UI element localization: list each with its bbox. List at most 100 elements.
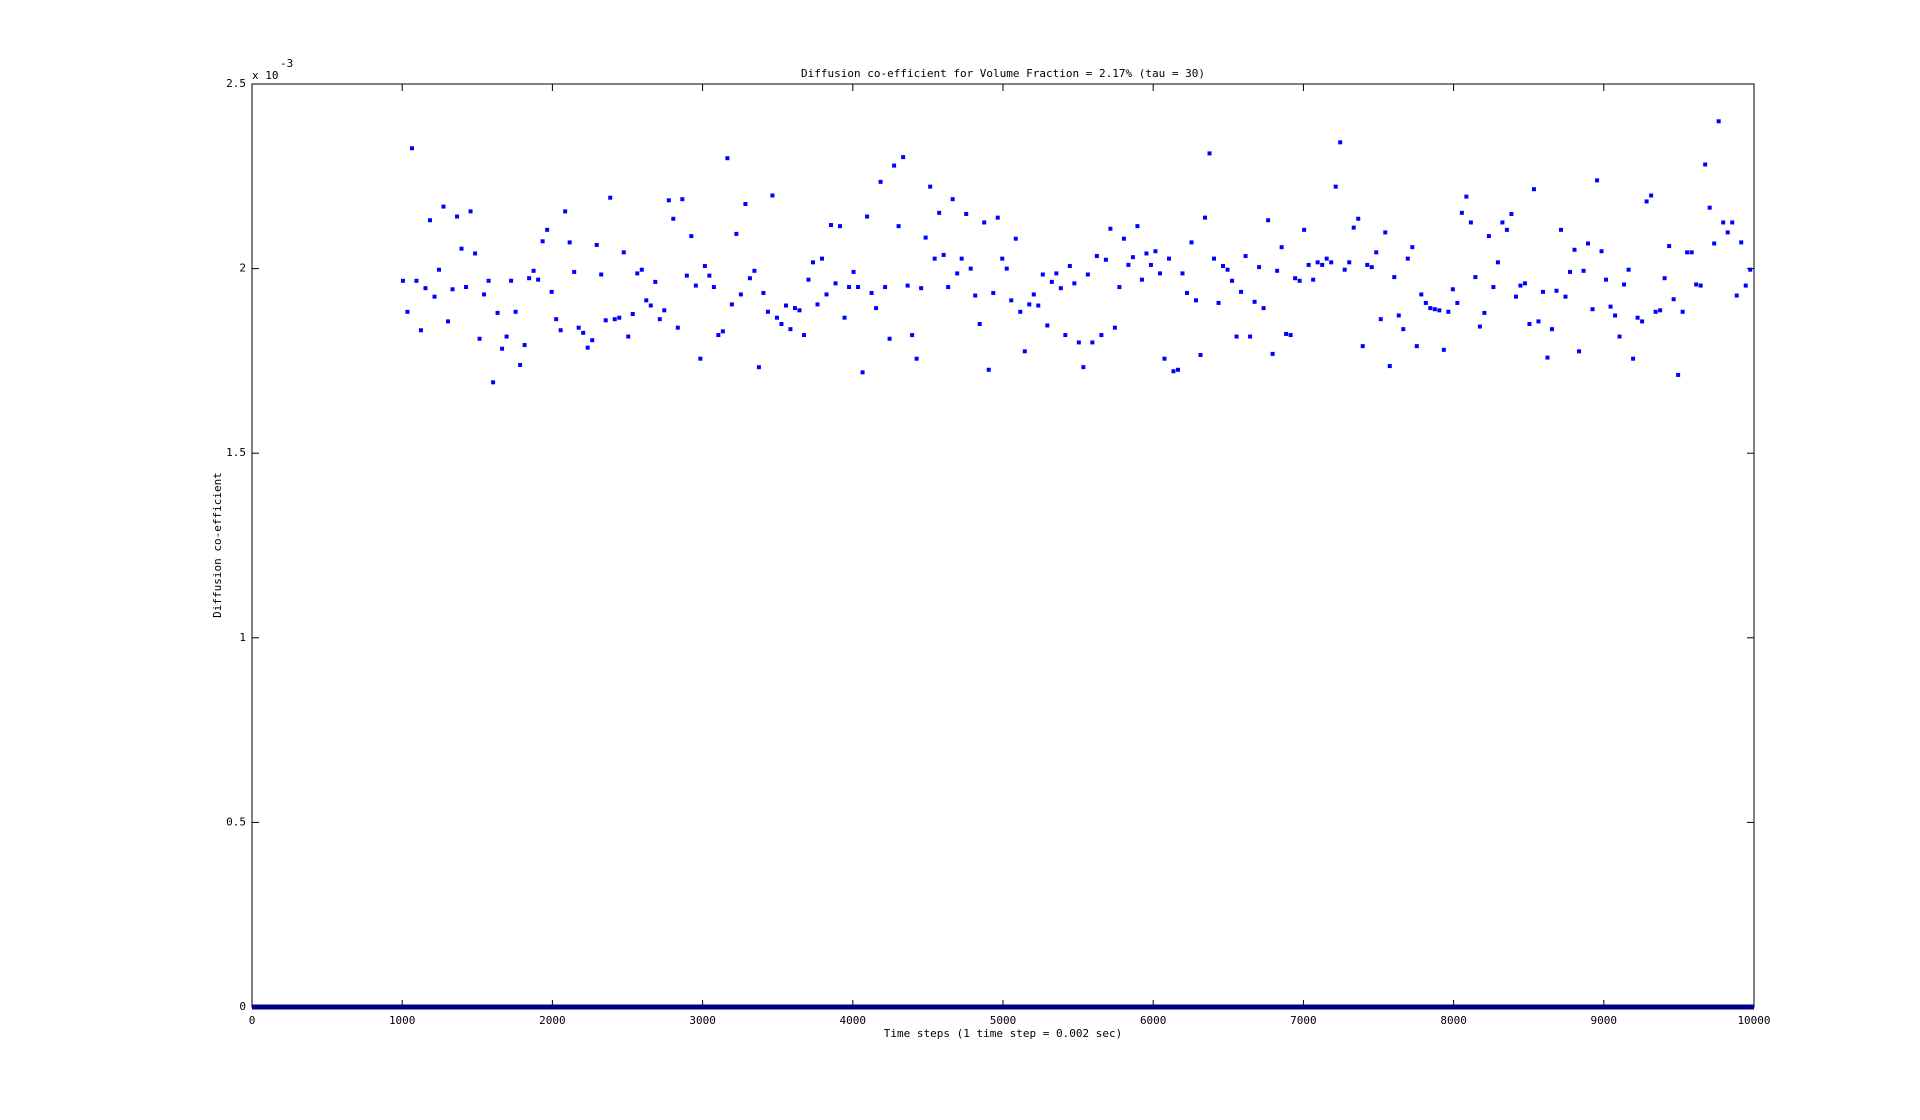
data-point (1536, 319, 1541, 324)
data-point (581, 330, 586, 335)
y-axis-label: Diffusion co-efficient (211, 472, 224, 618)
data-point (418, 328, 423, 333)
data-point (684, 273, 689, 278)
data-point (1703, 162, 1708, 167)
data-point (991, 290, 996, 295)
y-tick-label: 1 (239, 631, 246, 644)
data-point (653, 279, 658, 284)
data-point (973, 293, 978, 298)
data-point (747, 276, 752, 281)
data-point (1257, 265, 1262, 270)
data-point (513, 309, 518, 314)
data-point (1369, 265, 1374, 270)
data-point (838, 224, 843, 229)
data-point (482, 292, 487, 297)
data-point (630, 312, 635, 317)
data-point (639, 267, 644, 272)
data-point (1685, 250, 1690, 255)
data-point (468, 209, 473, 214)
data-point (1063, 333, 1068, 338)
data-point (1311, 277, 1316, 282)
data-point (423, 286, 428, 291)
data-point (842, 315, 847, 320)
data-point (1401, 327, 1406, 332)
y-multiplier-exponent: -3 (280, 57, 293, 70)
data-point (1396, 313, 1401, 318)
data-point (1392, 275, 1397, 280)
data-point (1554, 288, 1559, 293)
data-point (1563, 294, 1568, 299)
data-point (1144, 251, 1149, 256)
data-point (626, 334, 631, 339)
data-point (590, 338, 595, 343)
data-point (887, 336, 892, 341)
data-point (1175, 367, 1180, 372)
data-point (1658, 308, 1663, 313)
data-point (1252, 299, 1257, 304)
data-point (527, 276, 532, 281)
data-point (1139, 277, 1144, 282)
data-point (1441, 347, 1446, 352)
data-point (1198, 352, 1203, 357)
data-point (400, 278, 405, 283)
data-point (617, 315, 622, 320)
data-point (1058, 286, 1063, 291)
data-point (473, 251, 478, 256)
data-point (1076, 340, 1081, 345)
data-point (1000, 256, 1005, 261)
data-point (1099, 333, 1104, 338)
data-point (968, 266, 973, 271)
data-point (1216, 300, 1221, 305)
data-point (959, 256, 964, 261)
data-point (783, 303, 788, 308)
data-point (1509, 211, 1514, 216)
data-point (1288, 333, 1293, 338)
data-point (1090, 340, 1095, 345)
data-point (1013, 236, 1018, 241)
data-point (693, 283, 698, 288)
data-point (1248, 334, 1253, 339)
data-point (860, 370, 865, 375)
data-point (603, 318, 608, 323)
data-point (707, 273, 712, 278)
x-tick-label: 4000 (840, 1014, 867, 1027)
x-tick-label: 1000 (389, 1014, 416, 1027)
data-point (1432, 307, 1437, 312)
y-multiplier-base: x 10 (252, 69, 279, 82)
data-point (1595, 178, 1600, 183)
data-point (1716, 119, 1721, 124)
data-point (500, 346, 505, 351)
data-point (865, 214, 870, 219)
data-point (509, 278, 514, 283)
data-point (1604, 277, 1609, 282)
data-point (1428, 306, 1433, 311)
data-point (1608, 304, 1613, 309)
data-point (1374, 250, 1379, 255)
data-point (1356, 216, 1361, 221)
data-point (1225, 267, 1230, 272)
data-point (1297, 278, 1302, 283)
data-point (738, 292, 743, 297)
data-point (901, 155, 906, 160)
data-point (1617, 334, 1622, 339)
data-point (1009, 298, 1014, 303)
data-point (1446, 309, 1451, 314)
data-point (1486, 234, 1491, 239)
data-point (905, 283, 910, 288)
data-point (702, 264, 707, 269)
data-point (1094, 254, 1099, 259)
data-point (608, 195, 613, 200)
data-point (928, 184, 933, 189)
data-point (982, 220, 987, 225)
data-point (1338, 140, 1343, 145)
data-point (563, 209, 568, 214)
data-point (1513, 294, 1518, 299)
data-point (671, 216, 676, 221)
data-point (829, 223, 834, 228)
data-point (810, 260, 815, 265)
data-point (1279, 245, 1284, 250)
data-point (1730, 220, 1735, 225)
data-point (1522, 281, 1527, 286)
data-point (455, 214, 460, 219)
